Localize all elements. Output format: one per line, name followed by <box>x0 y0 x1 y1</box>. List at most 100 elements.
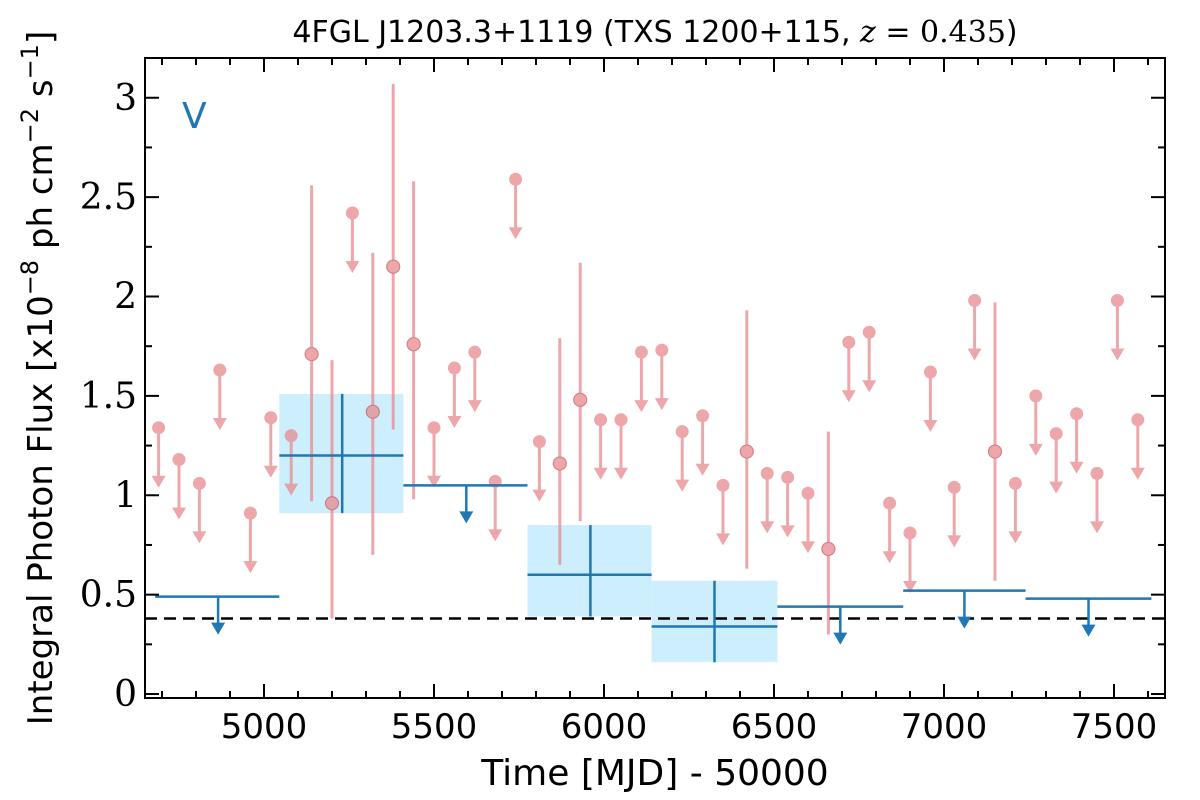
monthly-detection <box>406 181 421 500</box>
monthly-upper-limit-arrow <box>1008 483 1023 544</box>
yearly-detection <box>651 580 778 663</box>
monthly-upper-limit-arrow <box>1110 300 1125 361</box>
monthly-detection <box>821 431 836 635</box>
yearly-upper-limit <box>403 484 528 524</box>
yearly-upper-limit-arrow <box>833 606 848 645</box>
monthly-upper-limit-arrow <box>508 179 523 240</box>
monthly-upper-limit-arrow <box>172 459 186 520</box>
x-tick-label: 5500 <box>391 707 478 747</box>
monthly-upper-limit <box>967 293 982 361</box>
yearly-upper-limit <box>903 589 1026 629</box>
monthly-upper-limit-arrow <box>634 352 649 413</box>
band-label: V <box>182 96 207 137</box>
monthly-upper-limit <box>1110 293 1125 361</box>
monthly-upper-limit <box>675 425 690 492</box>
x-tick-label: 6000 <box>561 707 648 747</box>
monthly-upper-limit-arrow <box>1130 419 1145 480</box>
monthly-upper-limit <box>192 476 207 544</box>
monthly-detection <box>739 310 754 569</box>
monthly-upper-limit <box>716 478 730 546</box>
y-tick-label: 2 <box>114 277 137 318</box>
x-tick-label: 5000 <box>221 707 308 747</box>
yearly-upper-limit-arrow <box>957 590 972 629</box>
monthly-upper-limit <box>593 413 608 480</box>
monthly-upper-limit-arrow <box>427 427 441 488</box>
monthly-upper-limit-arrow <box>151 427 166 488</box>
y-tick-label: 1.5 <box>80 376 137 417</box>
monthly-upper-limit-arrow <box>947 487 962 548</box>
monthly-detection <box>573 262 588 522</box>
monthly-upper-limit <box>284 429 299 496</box>
y-tick-label: 0.5 <box>80 575 137 616</box>
monthly-upper-limit-arrow <box>801 493 815 554</box>
monthly-upper-limit <box>532 435 547 502</box>
monthly-detection <box>987 302 1003 581</box>
monthly-upper-limit-arrow <box>532 441 547 502</box>
monthly-upper-limit-arrow <box>212 370 227 431</box>
y-tick-label: 3 <box>114 78 137 119</box>
monthly-detection <box>324 360 340 619</box>
monthly-upper-limit-arrow <box>654 350 669 411</box>
monthly-upper-limit-arrow <box>716 485 730 546</box>
monthly-upper-limit-arrow <box>243 513 258 574</box>
monthly-upper-limit <box>172 452 186 520</box>
yearly-detection <box>279 393 404 514</box>
monthly-upper-limit-arrow <box>675 431 690 492</box>
monthly-upper-limit-arrow <box>862 332 877 393</box>
monthly-upper-limit <box>903 526 917 594</box>
monthly-upper-limit <box>947 480 962 548</box>
yearly-upper-limit <box>155 595 280 635</box>
monthly-detection <box>552 338 567 565</box>
monthly-upper-limit <box>882 496 897 564</box>
chart-title: 4FGL J1203.3+1119 (TXS 1200+115, z = 0.4… <box>292 15 1017 50</box>
y-tick-label: 1 <box>114 475 137 516</box>
monthly-upper-limit-arrow <box>447 368 462 429</box>
monthly-upper-limit-arrow <box>882 503 897 564</box>
x-axis-label: Time [MJD] - 50000 <box>480 753 828 794</box>
monthly-upper-limit <box>862 325 877 393</box>
monthly-upper-limit <box>923 365 938 433</box>
yearly-upper-limit-arrow <box>459 485 474 524</box>
yearly-series <box>155 393 1152 663</box>
monthly-upper-limit <box>1130 413 1145 480</box>
monthly-detection <box>365 252 380 555</box>
y-tick-label: 2.5 <box>80 177 137 218</box>
yearly-upper-limit <box>1025 597 1152 637</box>
monthly-upper-limit <box>345 206 360 274</box>
monthly-upper-limit-arrow <box>780 477 795 538</box>
yearly-detection <box>527 525 652 617</box>
axis-ticks: 5000 5500 6000 6500 7000 7500 0 0.5 1 1.5 2 2.5 3 <box>80 58 1165 747</box>
monthly-upper-limit <box>760 466 775 534</box>
monthly-upper-limit <box>634 345 649 413</box>
monthly-upper-limit-arrow <box>760 473 775 534</box>
monthly-upper-limit <box>263 411 278 478</box>
y-axis-label: Integral Photon Flux [x10−8 ph cm−2 s−1] <box>16 31 61 725</box>
monthly-upper-limit-arrow <box>695 415 710 476</box>
monthly-upper-limit <box>654 343 669 411</box>
monthly-upper-limit-arrow <box>263 417 278 478</box>
monthly-detection <box>304 185 319 502</box>
monthly-upper-limit-arrow <box>593 419 608 480</box>
monthly-upper-limit <box>427 421 441 488</box>
monthly-upper-limit <box>1090 466 1104 534</box>
monthly-upper-limit <box>1049 427 1064 494</box>
monthly-upper-limit-arrow <box>488 481 503 542</box>
yearly-upper-limit <box>777 605 904 645</box>
monthly-upper-limit <box>1028 389 1043 456</box>
x-tick-label: 7000 <box>901 707 988 747</box>
monthly-upper-limit <box>614 413 628 480</box>
monthly-upper-limit-arrow <box>1069 413 1084 474</box>
monthly-upper-limit <box>1008 476 1023 544</box>
monthly-upper-limit-arrow <box>284 435 299 496</box>
yearly-upper-limit-arrow <box>1081 598 1096 637</box>
monthly-upper-limit-arrow <box>841 342 856 403</box>
monthly-upper-limit-arrow <box>1028 395 1043 456</box>
monthly-upper-limit-arrow <box>903 533 917 594</box>
yearly-upper-limit-arrow <box>211 596 226 635</box>
monthly-upper-limit <box>695 409 710 476</box>
plot-border <box>144 57 1166 699</box>
monthly-detection <box>386 83 401 430</box>
monthly-upper-limit <box>508 172 523 240</box>
monthly-upper-limit <box>243 506 258 574</box>
